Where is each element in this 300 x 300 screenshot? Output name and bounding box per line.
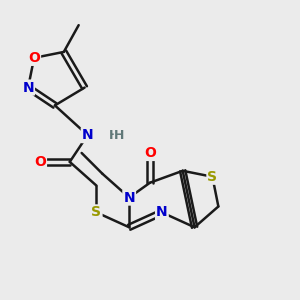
Text: H: H — [109, 129, 119, 142]
Text: H: H — [114, 129, 125, 142]
Text: N: N — [156, 206, 168, 219]
Text: O: O — [34, 155, 46, 169]
Text: N: N — [123, 190, 135, 205]
Text: O: O — [28, 51, 40, 65]
Text: N: N — [82, 128, 93, 142]
Text: S: S — [92, 206, 101, 219]
Text: N: N — [22, 81, 34, 94]
Text: O: O — [144, 146, 156, 160]
Text: S: S — [207, 170, 218, 184]
